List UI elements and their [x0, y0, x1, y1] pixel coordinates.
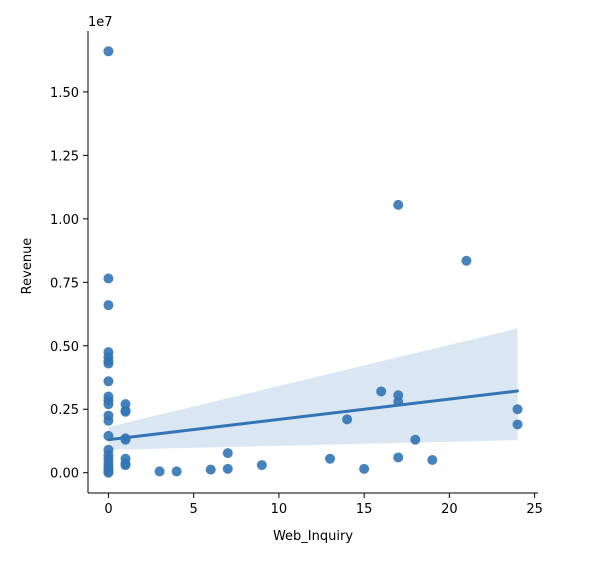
- data-point: [120, 434, 131, 445]
- data-point: [103, 430, 114, 441]
- data-point: [171, 466, 182, 477]
- data-point: [512, 404, 523, 415]
- data-point: [410, 434, 421, 445]
- data-point: [222, 463, 233, 474]
- x-tick-label: 5: [190, 502, 198, 517]
- data-point: [461, 255, 472, 266]
- y-tick-label: 0.75: [50, 276, 79, 291]
- data-point: [103, 399, 114, 410]
- y-tick-label: 0.25: [50, 403, 79, 418]
- data-point: [103, 467, 114, 478]
- regression-line: [106, 389, 520, 442]
- y-tick-label: 1.50: [50, 86, 79, 101]
- data-point: [359, 463, 370, 474]
- y-tick-label: 0.50: [50, 340, 79, 355]
- axes: 0 5 10 15 20 25 0.00 0.25 0.50 0.75 1.00 1.25 1.50: [50, 31, 543, 517]
- x-axis-label: Web_Inquiry: [273, 529, 353, 544]
- data-point: [103, 273, 114, 284]
- y-axis-offset-label: 1e7: [88, 15, 113, 30]
- x-ticks: 0 5 10 15 20 25: [104, 493, 543, 517]
- x-tick-label: 20: [441, 502, 458, 517]
- data-point: [205, 464, 216, 475]
- data-point: [342, 414, 353, 425]
- y-tick-label: 1.25: [50, 149, 79, 164]
- data-point: [256, 460, 267, 471]
- data-point: [120, 406, 131, 417]
- data-point: [393, 396, 404, 407]
- data-point: [393, 452, 404, 463]
- data-point: [103, 415, 114, 426]
- y-ticks: 0.00 0.25 0.50 0.75 1.00 1.25 1.50: [50, 86, 88, 482]
- data-point: [393, 199, 404, 210]
- data-point: [103, 376, 114, 387]
- x-tick-label: 25: [526, 502, 543, 517]
- data-points-layer: [103, 46, 523, 478]
- regression-line-layer: [106, 389, 520, 442]
- y-tick-label: 0.00: [50, 467, 79, 482]
- data-point: [325, 453, 336, 464]
- data-point: [376, 386, 387, 397]
- y-axis-label: Revenue: [20, 238, 35, 295]
- data-point: [512, 419, 523, 430]
- data-point: [222, 448, 233, 459]
- data-point: [103, 46, 114, 57]
- data-point: [427, 455, 438, 465]
- y-tick-label: 1.00: [50, 213, 79, 228]
- x-tick-label: 10: [271, 502, 288, 517]
- data-point: [154, 466, 165, 477]
- confidence-band: [108, 328, 518, 450]
- data-point: [120, 460, 131, 471]
- data-point: [103, 300, 114, 311]
- data-point: [103, 358, 114, 369]
- x-tick-label: 15: [356, 502, 373, 517]
- x-tick-label: 0: [104, 502, 112, 517]
- confidence-band-layer: [108, 328, 518, 450]
